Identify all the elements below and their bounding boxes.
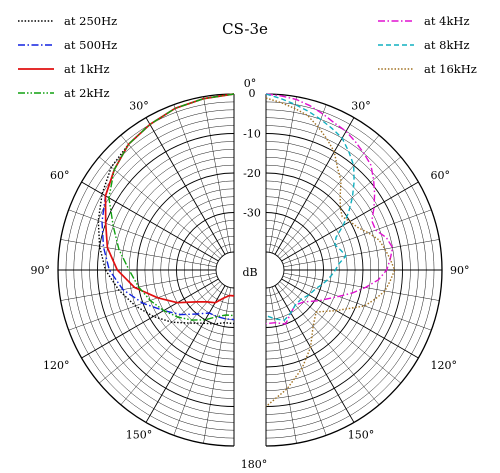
angle-tick-90: 90° [450, 264, 470, 277]
left-grid-spoke [99, 281, 221, 384]
left-grid-spoke [145, 117, 226, 255]
angle-tick-0: 0° [244, 77, 257, 90]
legend-label-right-0: at 4kHz [424, 14, 470, 28]
right-grid-spoke [283, 272, 440, 301]
angle-tick-150: 150° [126, 429, 153, 442]
series-layer [97, 93, 396, 408]
right-grid-spoke [277, 283, 380, 405]
left-grid-spoke [120, 283, 223, 405]
legend-label-left-1: at 500Hz [64, 38, 117, 52]
legend: at 250Hz at 500Hz at 1kHz at 2kHz at 4kHz at … [18, 14, 477, 100]
right-grid-spoke [279, 281, 401, 384]
left-grid-spoke [60, 239, 217, 268]
left-grid-spoke [145, 285, 226, 423]
legend-label-left-3: at 2kHz [64, 86, 110, 100]
center-db-label: dB [242, 266, 257, 279]
angle-tick-180: 180° [241, 458, 268, 471]
left-grid-spoke [81, 278, 219, 359]
left-grid-spoke [173, 286, 229, 436]
angle-tick-90: 90° [31, 264, 51, 277]
right-grid-spoke [282, 209, 432, 265]
series-line-right-2 [265, 97, 396, 408]
legend-label-left-0: at 250Hz [64, 14, 117, 28]
angle-tick-120: 120° [43, 359, 70, 372]
right-grid-spoke [277, 135, 380, 257]
left-grid-spoke [120, 135, 223, 257]
series-line-left-2 [104, 93, 235, 304]
left-grid-spoke [173, 104, 229, 254]
right-grid-spoke [283, 239, 440, 268]
right-grid-spoke [268, 287, 297, 444]
legend-label-right-1: at 8kHz [424, 38, 470, 52]
right-grid-spoke [281, 278, 419, 359]
radial-tick-label: 0 [249, 87, 256, 100]
radial-tick-label: -30 [243, 207, 261, 220]
series-line-right-1 [265, 93, 355, 321]
series-line-left-0 [97, 93, 235, 325]
series-line-right-0 [265, 93, 394, 325]
label-layer: CS-3e dB 0° 30° 30° 60° 60° 90° 90° 120° 120° 150… [31, 20, 470, 471]
left-grid-spoke [99, 156, 221, 259]
angle-tick-60: 60° [50, 169, 70, 182]
angle-tick-30: 30° [351, 99, 371, 112]
right-grid-spoke [282, 275, 432, 331]
legend-label-right-2: at 16kHz [424, 62, 477, 76]
right-grid-spoke [279, 156, 401, 259]
legend-label-left-2: at 1kHz [64, 62, 110, 76]
angle-tick-30: 30° [129, 99, 149, 112]
angle-tick-150: 150° [348, 429, 375, 442]
right-grid-spoke [271, 104, 327, 254]
series-line-left-3 [108, 93, 235, 321]
left-grid-spoke [203, 287, 232, 444]
left-grid-spoke [81, 181, 219, 262]
chart-title: CS-3e [222, 20, 268, 38]
radial-tick-label: -10 [243, 128, 261, 141]
angle-tick-60: 60° [431, 169, 451, 182]
radial-tick-label: -20 [243, 167, 261, 180]
right-grid-spoke [274, 285, 355, 423]
left-grid-spoke [203, 96, 232, 253]
angle-tick-120: 120° [431, 359, 458, 372]
right-grid-spoke [274, 117, 355, 255]
right-grid-spoke [268, 96, 297, 253]
right-grid-spoke [271, 286, 327, 436]
polar-grid [57, 93, 443, 447]
left-grid-spoke [68, 209, 218, 265]
